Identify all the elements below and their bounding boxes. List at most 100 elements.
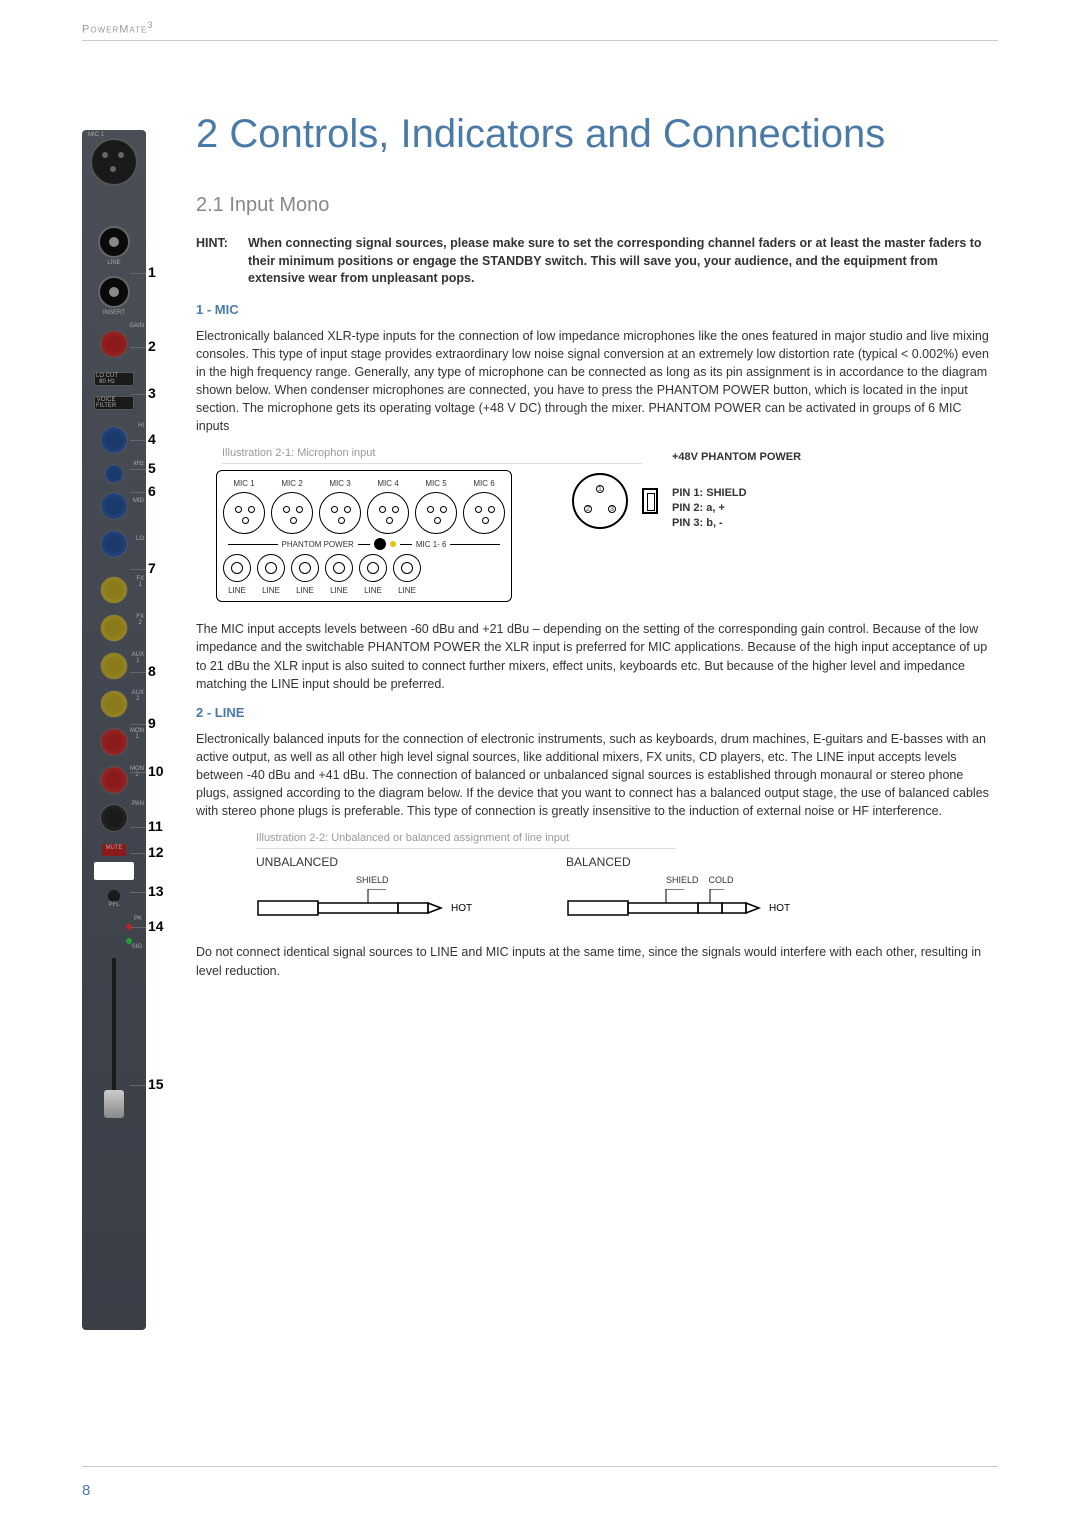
strip-number-13: 13 [148,883,164,899]
strip-locut-label: LO CUT80 Hz [96,373,118,385]
strip-line-2 [130,347,146,348]
unbalanced-plug-icon: HOT [256,889,476,925]
strip-number-3: 3 [148,385,156,401]
pan-knob[interactable] [100,804,128,832]
line-cell: LINE [223,554,251,595]
mic-paragraph-1: Electronically balanced XLR-type inputs … [196,327,998,436]
mic-cell: MIC 5 [415,479,457,534]
footer-rule [82,1466,998,1467]
switch-icon [642,488,658,514]
line-cell: LINE [257,554,285,595]
mon2-knob[interactable] [100,766,128,794]
scribble-strip [94,862,134,880]
channel-strip: MIC 1 LINE INSERT GAIN LO CUT80 Hz VOICE… [82,130,146,1330]
svg-text:HOT: HOT [451,903,472,914]
line-cell: LINE [291,554,319,595]
strip-mon1: MON1 [130,728,144,740]
strip-aux2: AUX2 [132,690,144,702]
strip-line-14 [130,927,146,928]
strip-line-15 [130,1085,146,1086]
strip-voice-label: VOICEFILTER [96,397,116,409]
aux1-knob[interactable] [100,652,128,680]
mic-cell: MIC 3 [319,479,361,534]
strip-hi: HI [138,423,144,429]
mic16-label: MIC 1- 6 [416,540,447,549]
sub-heading-line: 2 - LINE [196,705,998,720]
khz-knob[interactable] [104,464,124,484]
strip-lo: LO [136,536,144,542]
phantom-row: PHANTOM POWER MIC 1- 6 [223,538,505,550]
section-title: 2.1 Input Mono [196,194,998,217]
strip-line-10 [130,772,146,773]
balanced-diagram: BALANCED SHIELDCOLD HOT [566,855,806,925]
svg-text:HOT: HOT [769,903,790,914]
mid-knob[interactable] [100,492,128,520]
strip-aux1: AUX1 [132,652,144,664]
balanced-plug-icon: HOT [566,889,806,925]
strip-gain-label: GAIN [129,323,144,329]
line-paragraph-1: Electronically balanced inputs for the c… [196,730,998,821]
strip-line-13 [130,892,146,893]
hint-label: HINT: [196,235,248,288]
fader-cap[interactable] [104,1090,124,1118]
mic-row-box: MIC 1MIC 2MIC 3MIC 4MIC 5MIC 6 PHANTOM P… [216,470,512,602]
illustration-2: UNBALANCED SHIELD HOT BALANCED SHIELDCOL… [256,855,998,925]
mic-cell: MIC 2 [271,479,313,534]
strip-mid: MID [133,498,144,504]
fx1-knob[interactable] [100,576,128,604]
strip-line-1 [130,273,146,274]
aux2-knob[interactable] [100,690,128,718]
illus-1-label: Illustration 2-1: Microphon input [222,447,642,464]
chapter-title: 2 Controls, Indicators and Connections [196,110,998,158]
strip-line-label: LINE [82,260,146,266]
strip-number-6: 6 [148,483,156,499]
strip-line-6 [130,492,146,493]
sub-heading-mic: 1 - MIC [196,302,998,317]
lo-knob[interactable] [100,530,128,558]
strip-mute: MUTE [82,845,146,851]
line-cell: LINE [359,554,387,595]
strip-number-1: 1 [148,264,156,280]
strip-number-9: 9 [148,715,156,731]
big-xlr-icon: 1 2 3 [572,473,628,529]
mon1-knob[interactable] [100,728,128,756]
insert-jack [98,276,130,308]
pfl-button[interactable] [108,890,120,902]
phantom-button-icon [374,538,386,550]
illus-2-label: Illustration 2-2: Unbalanced or balanced… [256,832,676,849]
line-jack [98,226,130,258]
strip-line-5 [130,469,146,470]
header-rule [82,40,998,41]
strip-insert-label: INSERT [82,310,146,316]
hint-block: HINT: When connecting signal sources, pl… [196,235,998,288]
main-content: 2 Controls, Indicators and Connections 2… [196,110,998,992]
strip-pan: PAN [132,801,144,807]
page-number: 8 [82,1482,90,1499]
phantom-label: PHANTOM POWER [282,540,354,549]
gain-knob[interactable] [100,330,128,358]
strip-number-15: 15 [148,1076,164,1092]
strip-line-3 [130,394,146,395]
strip-number-4: 4 [148,431,156,447]
strip-number-12: 12 [148,844,164,860]
strip-line-12 [130,853,146,854]
strip-number-11: 11 [148,818,163,834]
strip-line-8 [130,672,146,673]
strip-fx2: FX2 [136,614,144,626]
mic-cell: MIC 4 [367,479,409,534]
strip-pk: PK [134,916,142,922]
strip-pfl: PFL [82,902,146,908]
mic-cell: MIC 6 [463,479,505,534]
hi-knob[interactable] [100,426,128,454]
strip-number-5: 5 [148,460,156,476]
mic-paragraph-2: The MIC input accepts levels between -60… [196,620,998,693]
mic-cell: MIC 1 [223,479,265,534]
strip-line-11 [130,827,146,828]
strip-line-7 [130,569,146,570]
fx2-knob[interactable] [100,614,128,642]
line-paragraph-2: Do not connect identical signal sources … [196,943,998,979]
strip-mic-label: MIC 1 [88,132,104,138]
pin-text: +48V PHANTOM POWER PIN 1: SHIELD PIN 2: … [672,470,801,532]
strip-fx1: FX1 [136,576,144,588]
unbalanced-diagram: UNBALANCED SHIELD HOT [256,855,476,925]
